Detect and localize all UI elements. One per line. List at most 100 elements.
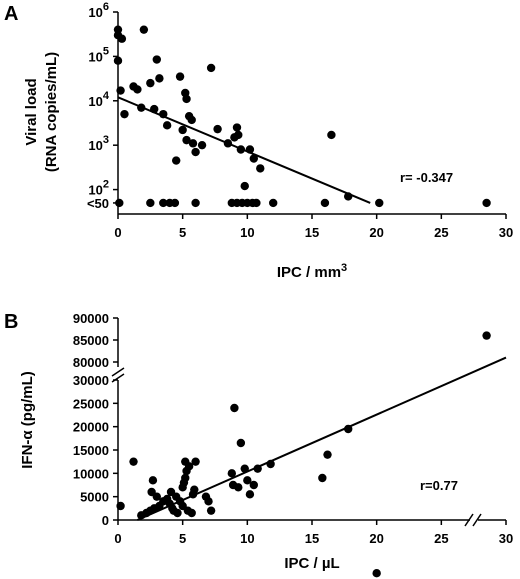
panel-a-point xyxy=(175,72,185,81)
panel-b-x-tick-label: 20 xyxy=(369,531,383,546)
panel-a-y-tick-label: 102 xyxy=(88,179,109,198)
panel-a-point xyxy=(206,63,216,73)
panel-b-point xyxy=(323,450,332,459)
panel-a-point xyxy=(249,154,258,163)
panel-b-y-tick-label: 5000 xyxy=(80,490,109,505)
panel-b-x-tick-label: 5 xyxy=(179,531,186,546)
panel-a-y-tick-base: 10 xyxy=(88,138,102,153)
panel-b-point xyxy=(240,464,249,473)
panel-b-point xyxy=(372,569,381,578)
panel-a-y-tick-label: <50 xyxy=(87,196,109,211)
panel-b-y-tick-label: 15000 xyxy=(73,443,109,458)
panel-b-x-ticks: 0 5 10 15 20 25 30 xyxy=(114,520,513,546)
panel-b-y-tick-label: 80000 xyxy=(73,355,109,370)
panel-a-point xyxy=(344,192,353,201)
panel-a-y-tick-exp: 2 xyxy=(103,179,109,191)
panel-b-point xyxy=(230,403,239,413)
panel-b-x-tick-label: 15 xyxy=(305,531,319,546)
panel-a-y-tick-exp: 3 xyxy=(103,134,109,146)
panel-b-y-tick-label: 25000 xyxy=(73,396,109,411)
panel-b-y-tick-label: 90000 xyxy=(73,311,109,326)
panel-b-x-tick-label: 0 xyxy=(114,531,121,546)
panel-a-x-title: IPC / mm3 xyxy=(277,262,347,281)
panel-a-point xyxy=(188,139,198,148)
panel-a-point xyxy=(117,34,127,43)
panel-a-point xyxy=(159,198,168,208)
panel-b-annotation: r=0.77 xyxy=(420,478,458,493)
panel-a-point xyxy=(213,124,222,134)
panel-a-point xyxy=(240,181,249,191)
panel-a-point xyxy=(137,103,146,112)
panel-a-point xyxy=(245,145,255,154)
panel-a-y-tick-label: 106 xyxy=(88,1,109,20)
panel-b-point xyxy=(249,480,258,490)
panel-b-point xyxy=(191,457,200,466)
panel-a-point xyxy=(191,147,200,157)
panel-a-point xyxy=(223,139,233,148)
panel-a-y-title-line2: (RNA copies/mL) xyxy=(43,52,60,172)
panel-a-point xyxy=(155,74,164,83)
panel-b-point xyxy=(173,508,182,518)
panel-a-point xyxy=(139,25,149,34)
panel-a-point xyxy=(150,104,159,114)
panel-b-point xyxy=(129,457,138,466)
panel-b-point xyxy=(234,483,243,492)
panel-a-point xyxy=(113,56,123,65)
panel-b-point xyxy=(148,476,158,485)
panel-a-label: A xyxy=(4,3,18,25)
panel-b-label: B xyxy=(4,311,18,333)
panel-a-point xyxy=(327,130,336,140)
panel-b-x-tick-label: 10 xyxy=(240,531,254,546)
panel-a-point xyxy=(252,198,261,208)
panel-b-y-tick-label: 30000 xyxy=(73,373,109,388)
panel-a-point xyxy=(269,198,278,208)
panel-a-point xyxy=(159,109,168,119)
panel-b-point xyxy=(227,469,237,478)
panel-a-point xyxy=(182,135,191,145)
panel-b-point xyxy=(181,473,190,483)
panel-a-point xyxy=(232,123,242,132)
panel-a-y-tick-label: 104 xyxy=(88,90,109,109)
panel-a-point xyxy=(234,130,243,140)
panel-a-y-tick-base: 10 xyxy=(88,49,102,64)
panel-a-point xyxy=(256,164,265,173)
panel-a-y-tick-label: 105 xyxy=(88,45,109,64)
panel-a-x-tick-label: 25 xyxy=(434,225,448,240)
panel-a-point xyxy=(146,198,155,208)
panel-b-y-ticks: 0 5000 10000 15000 20000 25000 30000 80000 85000… xyxy=(73,311,118,528)
panel-a-x-tick-label: 15 xyxy=(305,225,319,240)
panel-a-point xyxy=(133,85,142,94)
panel-a-y-title-line1: Viral load xyxy=(23,78,40,145)
panel-b-point xyxy=(236,438,246,448)
panel-b-point xyxy=(266,459,275,469)
panel-a-point xyxy=(178,125,187,135)
panel-a-point xyxy=(482,198,491,208)
panel-a-x-title-main: IPC / mm xyxy=(277,264,341,281)
panel-a-point xyxy=(116,86,125,95)
panel-b-point xyxy=(318,473,327,483)
panel-a-point xyxy=(236,145,246,154)
panel-b-y-tick-label: 85000 xyxy=(73,333,109,348)
panel-b-point xyxy=(181,457,190,466)
panel-a-y-tick-exp: 4 xyxy=(103,90,110,102)
panel-a-point xyxy=(320,198,330,208)
panel-b-point xyxy=(116,501,125,511)
panel-b-point xyxy=(187,508,196,518)
panel-b-point xyxy=(245,490,255,499)
panel-a-point xyxy=(375,198,384,208)
panel-b-point xyxy=(204,497,213,506)
panel-a-point xyxy=(197,140,207,150)
panel-a-x-tick-label: 20 xyxy=(369,225,383,240)
panel-a-y-tick-exp: 5 xyxy=(103,45,109,57)
panel-b-y-tick-label: 10000 xyxy=(73,466,109,481)
panel-a-y-title: Viral load (RNA copies/mL) xyxy=(23,52,60,172)
panel-a-point xyxy=(172,156,181,165)
panel-a-point xyxy=(170,198,180,208)
panel-b-x-axis-break xyxy=(464,513,482,527)
panel-b-point xyxy=(190,485,199,494)
panel-a-annotation: r= -0.347 xyxy=(400,170,453,185)
panel-a-point xyxy=(146,78,155,88)
panel-b-points xyxy=(116,331,491,578)
